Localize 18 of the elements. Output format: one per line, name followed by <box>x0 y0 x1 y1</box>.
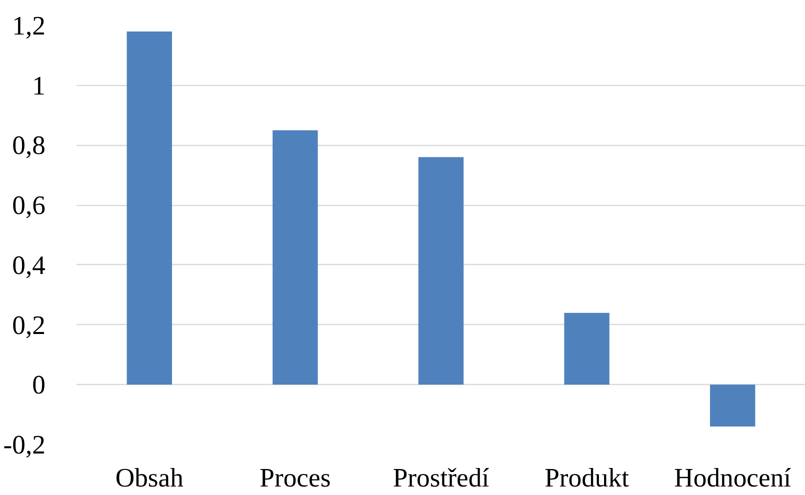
y-tick-label: 0,2 <box>12 310 46 340</box>
x-tick-label: Proces <box>260 462 331 492</box>
bar <box>710 384 756 427</box>
x-tick-label: Hodnocení <box>674 462 792 492</box>
bar <box>418 157 464 385</box>
bar <box>272 130 318 385</box>
y-tick-label: 0 <box>32 370 46 400</box>
bar <box>564 312 610 385</box>
x-tick-label: Prostředí <box>392 462 490 492</box>
y-tick-label: -0,2 <box>3 430 46 460</box>
y-tick-label: 0,6 <box>12 190 46 220</box>
y-tick-label: 0,8 <box>12 130 46 160</box>
y-tick-label: 0,4 <box>12 250 46 280</box>
y-tick-label: 1 <box>32 70 46 100</box>
y-tick-label: 1,2 <box>12 10 46 40</box>
x-tick-label: Obsah <box>115 462 184 492</box>
bar <box>126 31 172 385</box>
x-tick-label: Produkt <box>544 462 630 492</box>
